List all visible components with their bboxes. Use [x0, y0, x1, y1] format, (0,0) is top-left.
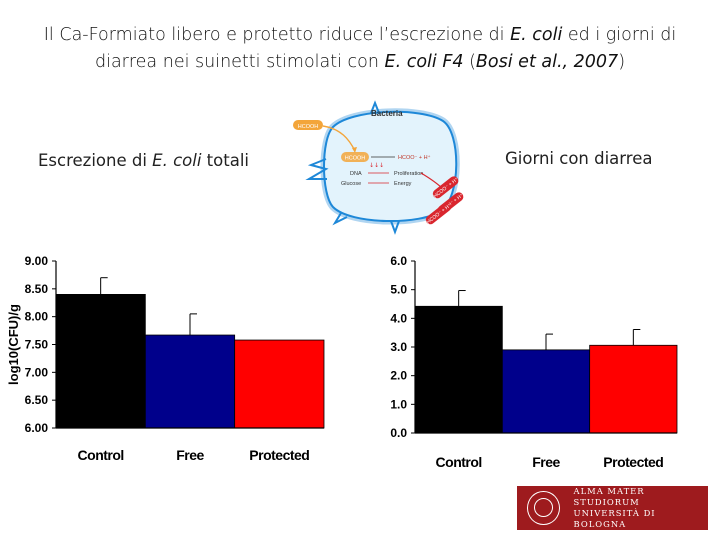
cfu-category-label: Protected [249, 447, 309, 463]
cfu-bar-control [55, 294, 146, 429]
left-label-italic: E. coli [152, 151, 202, 170]
diarrhea-y-tick-label: 6.0 [390, 254, 407, 268]
cfu-y-tick-label: 8.50 [25, 282, 49, 296]
bacteria-diagram-svg: Bacteria HCOOH HCOOH HCOO⁻ + H⁺ ↓↓↓ DNA … [293, 100, 465, 235]
acid-outer-label: HCOOH [298, 124, 319, 130]
cfu-y-tick-label: 9.00 [25, 254, 49, 268]
acid-inner-label: HCOOH [345, 156, 366, 162]
bacterium-membrane [323, 110, 458, 223]
university-seal-icon [527, 491, 560, 525]
diarrhea-y-tick-label: 3.0 [390, 340, 407, 354]
cfu-y-tick-label: 6.50 [25, 393, 49, 407]
cfu-category-label: Control [78, 447, 124, 463]
acid-badge-inner [341, 152, 369, 162]
logo-text: ALMA MATER STUDIORUM UNIVERSITÀ DI BOLOG… [574, 486, 708, 530]
left-label-text: Escrezione di [38, 151, 153, 170]
title-part2: ed i giorni di diarrea nei suinetti stim… [94, 25, 677, 72]
cfu-y-axis-label: log10(CFU)/g [6, 304, 21, 385]
acid-badge-outer [293, 120, 323, 130]
diarrhea-y-tick-label: 0.0 [390, 426, 407, 440]
bacteria-diagram: Bacteria HCOOH HCOOH HCOO⁻ + H⁺ ↓↓↓ DNA … [271, 99, 479, 236]
title-italic1: E. coli [510, 25, 563, 45]
left-label-suffix: totali [201, 151, 249, 170]
cfu-y-tick-label: 7.00 [25, 365, 49, 379]
flagellum-left [305, 158, 329, 180]
flagellum-bottom [390, 220, 400, 235]
title-part3: ( [463, 52, 476, 72]
diarrhea-bar-control [414, 305, 503, 434]
right-panel-label: Giorni con diarrea [505, 149, 653, 168]
dissociated-label: HCOO⁻ + H⁺ [398, 154, 431, 161]
entry-arrowhead [352, 147, 357, 153]
diarrhea-category-label: Protected [603, 454, 663, 470]
diarrhea-y-tick-label: 2.0 [390, 369, 407, 383]
cfu-y-tick-label: 8.00 [25, 310, 49, 324]
cfu-category-label: Free [176, 447, 204, 463]
row-dna-left: DNA [350, 171, 362, 177]
cfu-bar-chart: log10(CFU)/g 6.00 6.50 7.00 7.50 8.00 8.50 9.00… [6, 254, 325, 463]
title-italic2: E. coli F4 [384, 52, 464, 72]
row-dna-right: Proliferation [394, 171, 423, 177]
university-logo: ALMA MATER STUDIORUM UNIVERSITÀ DI BOLOG… [517, 486, 708, 530]
title-part4: ) [618, 52, 626, 72]
diarrhea-category-label: Free [532, 454, 560, 470]
diarrhea-y-tick-label: 5.0 [390, 283, 407, 297]
row-glucose-left: Glucose [341, 181, 361, 187]
diagram-header: Bacteria [371, 109, 403, 118]
down-arrows: ↓↓↓ [369, 162, 384, 169]
flagellum-top [370, 100, 380, 114]
cfu-y-tick-label: 7.50 [25, 338, 49, 352]
diarrhea-bar-free [501, 349, 591, 434]
diarrhea-bar-protected [589, 344, 678, 434]
cfu-bar-protected [234, 339, 325, 429]
row-glucose-right: Energy [394, 181, 412, 187]
diarrhea-y-tick-label: 1.0 [390, 397, 407, 411]
logo-line-2: UNIVERSITÀ DI BOLOGNA [573, 508, 656, 529]
diarrhea-y-tick-label: 4.0 [390, 311, 407, 325]
logo-line-1: ALMA MATER STUDIORUM [573, 486, 645, 507]
diarrhea-days-bar-chart: 0.0 1.0 2.0 3.0 4.0 5.0 6.0 Control Free Protecte… [390, 254, 678, 470]
left-panel-label: Escrezione di E. coli totali [38, 151, 249, 170]
cfu-y-tick-label: 6.00 [25, 421, 49, 435]
title-italic3: Bosi et al., 2007 [475, 52, 619, 72]
diarrhea-category-label: Control [436, 454, 482, 470]
slide-title: Il Ca-Formiato libero e protetto riduce … [20, 22, 700, 76]
cfu-bar-free [144, 334, 236, 429]
flagellum-bottom-left [332, 212, 348, 226]
title-part1: Il Ca-Formiato libero e protetto riduce … [43, 25, 511, 45]
